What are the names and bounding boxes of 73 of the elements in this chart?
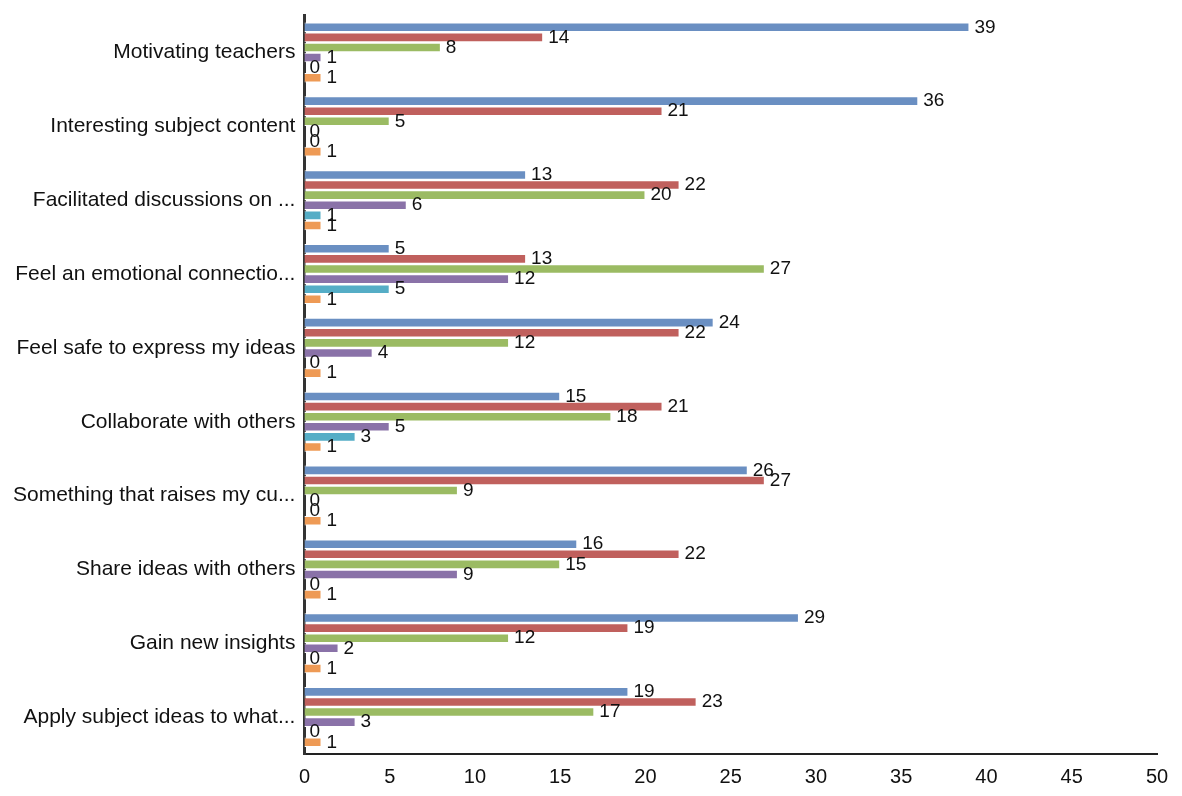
data-label: 2 <box>343 636 355 658</box>
data-label: 9 <box>462 478 474 500</box>
data-label: 1 <box>326 287 338 309</box>
data-label: 3 <box>360 425 372 447</box>
data-label: 1 <box>326 435 338 457</box>
data-label: 12 <box>514 626 536 648</box>
x-tick-label: 40 <box>975 764 998 787</box>
data-label: 12 <box>514 267 536 289</box>
data-label: 22 <box>684 173 706 195</box>
data-label: 39 <box>974 15 996 37</box>
data-label: 22 <box>684 542 706 564</box>
x-tick-label: 30 <box>804 764 828 787</box>
data-label: 36 <box>923 89 945 111</box>
x-tick-label: 25 <box>719 764 742 787</box>
data-label: 1 <box>326 730 338 752</box>
data-label: 13 <box>531 163 553 185</box>
y-tick-label: Share ideas with others <box>75 556 296 580</box>
data-label: 13 <box>531 247 553 269</box>
data-label: 0 <box>309 351 321 373</box>
data-label: 0 <box>309 572 321 594</box>
x-tick-label: 10 <box>463 764 487 787</box>
data-label: 22 <box>684 320 706 342</box>
data-label: 27 <box>769 257 791 279</box>
data-label: 20 <box>650 183 672 205</box>
data-label: 24 <box>718 310 741 332</box>
y-tick-label: Something that raises my cu... <box>12 482 296 506</box>
data-label: 1 <box>326 139 338 161</box>
y-tick-label: Interesting subject content <box>50 113 296 137</box>
data-label: 18 <box>616 404 638 426</box>
data-label: 3 <box>360 710 372 732</box>
x-tick-label: 5 <box>384 764 396 787</box>
data-label: 9 <box>462 562 474 584</box>
x-tick-label: 0 <box>298 764 311 787</box>
data-label: 5 <box>394 277 406 299</box>
data-label: 1 <box>326 656 338 678</box>
data-label: 0 <box>309 55 321 77</box>
x-tick-label: 20 <box>634 764 657 787</box>
y-tick-label: Collaborate with others <box>80 408 296 432</box>
data-label: 19 <box>633 616 655 638</box>
data-label: 21 <box>667 394 689 416</box>
y-tick-label: Motivating teachers <box>113 39 296 63</box>
data-label: 29 <box>803 606 826 628</box>
data-label: 1 <box>326 45 338 67</box>
data-label: 15 <box>565 552 587 574</box>
x-tick-label: 45 <box>1060 764 1083 787</box>
data-label: 21 <box>667 99 689 121</box>
data-label: 12 <box>514 331 536 353</box>
data-label: 1 <box>326 65 338 87</box>
y-tick-label: Facilitated discussions on ... <box>32 187 296 210</box>
data-label: 14 <box>548 25 570 47</box>
data-label: 17 <box>599 700 621 722</box>
x-tick-label: 50 <box>1145 764 1169 787</box>
data-label: 23 <box>701 690 723 712</box>
data-label: 6 <box>411 193 423 215</box>
y-tick-label: Feel safe to express my ideas <box>16 334 296 358</box>
x-tick-label: 15 <box>549 764 572 787</box>
y-tick-label: Apply subject ideas to what... <box>23 703 296 727</box>
data-label: 16 <box>582 532 604 554</box>
x-tick-label: 35 <box>890 764 913 787</box>
y-tick-label: Gain new insights <box>129 630 296 654</box>
data-label: 5 <box>394 415 406 436</box>
data-label: 19 <box>633 680 655 702</box>
data-label: 1 <box>326 509 338 531</box>
y-tick-label: Feel an emotional connectio... <box>15 260 296 284</box>
data-label: 4 <box>377 341 389 363</box>
data-label: 8 <box>445 35 457 57</box>
data-label: 1 <box>326 582 338 604</box>
data-label: 5 <box>394 237 406 259</box>
data-label: 5 <box>394 109 406 131</box>
data-label: 15 <box>565 384 587 406</box>
data-label: 0 <box>309 646 321 668</box>
data-label: 1 <box>326 361 338 383</box>
data-label: 0 <box>309 720 321 742</box>
